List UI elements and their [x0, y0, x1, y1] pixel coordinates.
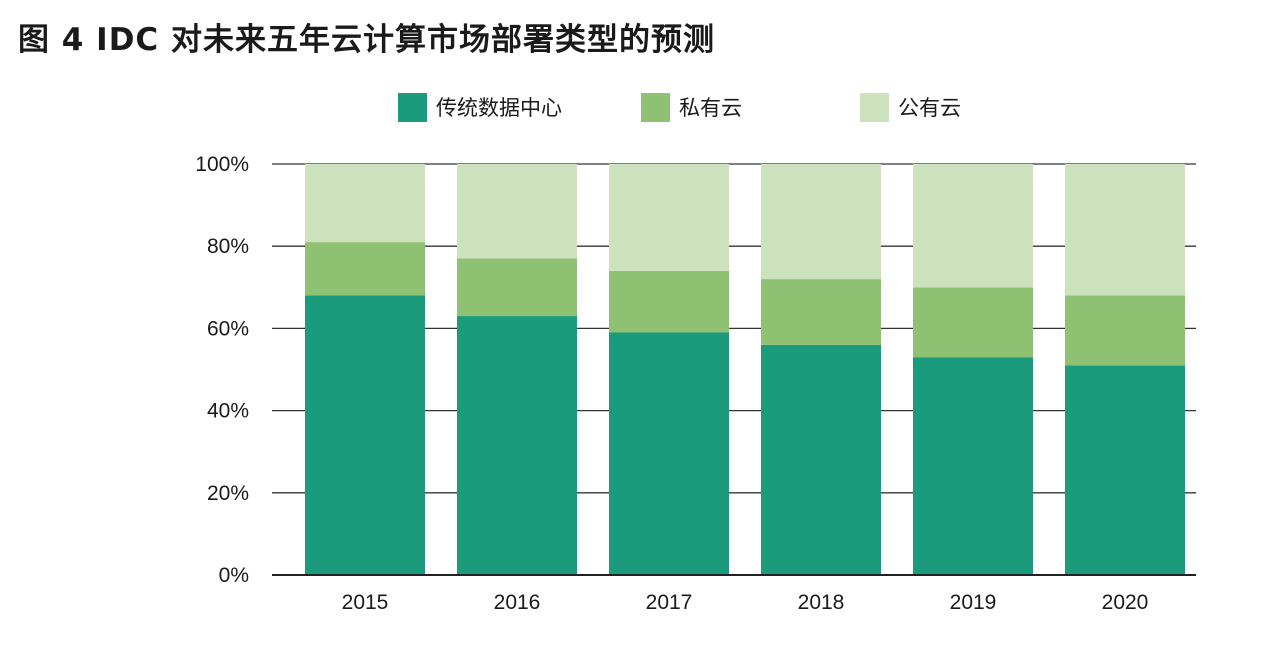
legend-label-private-cloud: 私有云 — [679, 96, 742, 120]
y-tick-label: 20% — [207, 482, 249, 505]
y-tick-label: 60% — [207, 317, 249, 340]
bar-segment-2019-s2 — [913, 164, 1033, 288]
bar-segment-2018-s2 — [761, 164, 881, 280]
bar-segment-2015-s1 — [305, 242, 425, 296]
bar-segment-2018-s0 — [761, 344, 881, 575]
bar-segment-2018-s1 — [761, 279, 881, 345]
x-tick-label: 2019 — [950, 591, 997, 614]
x-tick-label: 2018 — [798, 591, 845, 614]
y-tick-label: 40% — [207, 400, 249, 423]
chart-title: 图 4 IDC 对未来五年云计算市场部署类型的预测 — [18, 22, 715, 58]
bar-segment-2015-s2 — [305, 164, 425, 243]
x-tick-label: 2017 — [646, 591, 693, 614]
y-tick-label: 100% — [195, 153, 249, 176]
y-tick-label: 80% — [207, 235, 249, 258]
bar-segment-2017-s0 — [609, 332, 729, 575]
bar-segment-2016-s2 — [457, 164, 577, 259]
bar-segment-2020-s1 — [1065, 295, 1185, 366]
bar-segment-2015-s0 — [305, 295, 425, 575]
x-tick-label: 2016 — [494, 591, 541, 614]
bar-segment-2016-s0 — [457, 316, 577, 575]
legend-label-traditional-dc: 传统数据中心 — [436, 96, 562, 120]
legend-swatch-traditional-dc — [398, 92, 427, 122]
legend-label-public-cloud: 公有云 — [898, 96, 961, 120]
legend-item-traditional-dc: 传统数据中心 — [398, 91, 562, 123]
legend-swatch-private-cloud — [641, 92, 670, 122]
bar-segment-2020-s0 — [1065, 365, 1185, 575]
legend-item-public-cloud: 公有云 — [860, 91, 961, 123]
x-tick-label: 2015 — [342, 591, 389, 614]
bar-segment-2016-s1 — [457, 258, 577, 317]
bar-segment-2019-s1 — [913, 287, 1033, 358]
bar-segment-2017-s2 — [609, 164, 729, 271]
y-tick-label: 0% — [219, 564, 249, 587]
bar-segment-2020-s2 — [1065, 164, 1185, 296]
legend-item-private-cloud: 私有云 — [641, 91, 742, 123]
bar-segment-2017-s1 — [609, 270, 729, 333]
x-tick-label: 2020 — [1102, 591, 1149, 614]
legend-swatch-public-cloud — [860, 92, 889, 122]
bar-segment-2019-s0 — [913, 357, 1033, 575]
